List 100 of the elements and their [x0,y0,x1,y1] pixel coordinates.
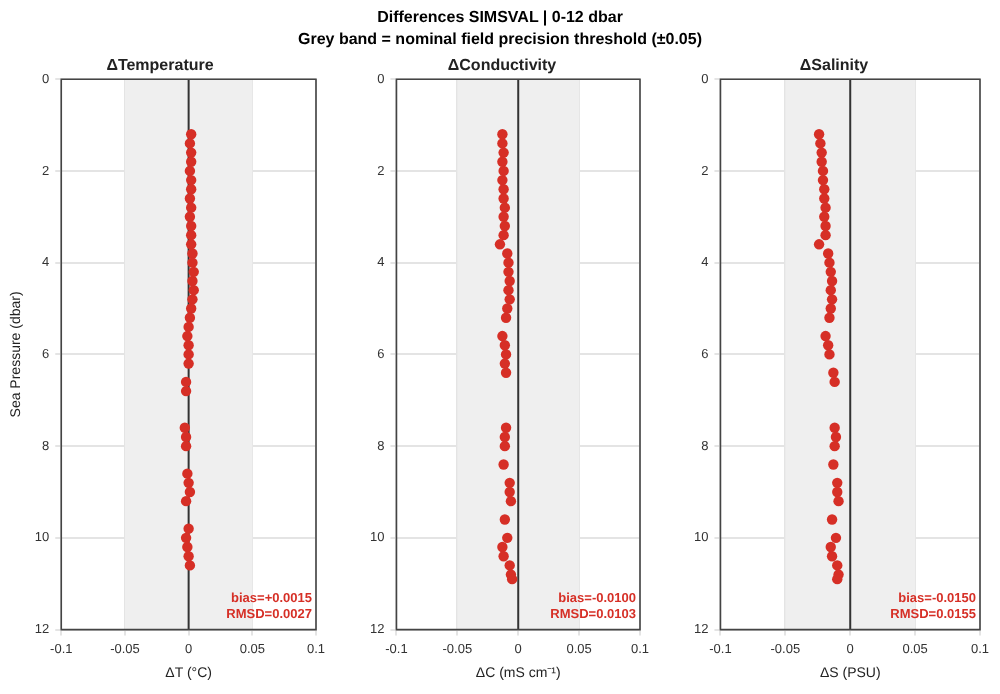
point [179,422,191,433]
point [185,156,197,167]
point [182,330,193,342]
point [499,440,511,452]
point [180,440,192,452]
point [817,174,829,186]
point [498,147,509,158]
text: Differences SIMSVAL | 0-12 dbar [375,6,625,28]
point [188,266,199,278]
point [819,211,830,222]
point [830,532,842,544]
point [183,523,194,534]
point [504,477,515,489]
point [185,184,197,195]
point [185,303,197,314]
point [494,239,506,250]
point [499,202,511,213]
point [500,349,512,360]
point [816,156,827,167]
point [498,229,509,241]
point [184,211,196,222]
point [504,486,515,498]
point [825,284,836,296]
point [826,275,838,287]
point [185,174,197,186]
point [180,385,192,397]
point [829,422,840,433]
point [498,184,509,195]
point [183,477,194,489]
point [829,376,840,388]
point [813,129,825,140]
point [826,294,838,305]
point [833,495,844,507]
point [185,229,197,241]
point [824,312,835,323]
point [502,248,513,259]
point [184,193,196,204]
chart-title: ΔTemperature [106,56,215,75]
point [828,367,839,378]
point [183,340,194,351]
point [824,349,835,360]
point [830,431,842,443]
point [497,541,508,553]
point [498,193,509,204]
point [819,184,830,195]
point [498,459,509,470]
point [499,220,511,232]
chart-title: ΔSalinity [799,56,870,75]
point [502,532,513,544]
point [825,303,836,314]
point [824,257,835,268]
point [820,330,831,342]
point [503,257,514,268]
point [180,532,192,544]
point [184,138,196,149]
point [499,340,511,351]
point [183,321,194,333]
point [820,220,831,232]
point [499,431,511,443]
point [820,202,831,213]
point [500,367,512,378]
chart-title: ΔConductivity [447,56,558,75]
point [832,486,843,498]
point [499,514,511,525]
point [180,376,192,388]
point [183,358,194,369]
point [180,431,192,443]
point [497,330,508,342]
point [829,440,840,452]
point [815,138,826,149]
point [187,248,198,259]
point [502,303,513,314]
point [504,275,515,287]
point [185,239,197,250]
point [826,551,838,562]
point [819,193,830,204]
point [498,211,509,222]
point [180,495,192,507]
point [832,560,843,571]
point [504,294,515,305]
point [500,422,512,433]
point [185,129,197,140]
point [185,220,197,232]
point [499,358,511,369]
point [182,468,193,479]
point [183,349,194,360]
point [832,477,843,489]
point [505,495,517,507]
point [826,514,838,525]
point [500,312,512,323]
point [822,248,834,259]
point [828,459,839,470]
point [184,560,196,571]
point [497,156,508,167]
point [504,560,515,571]
point [498,165,509,177]
point [185,202,197,213]
text: Grey band = nominal field precision threshold (±0.05) [296,28,704,50]
point [825,266,836,278]
point [497,138,508,149]
